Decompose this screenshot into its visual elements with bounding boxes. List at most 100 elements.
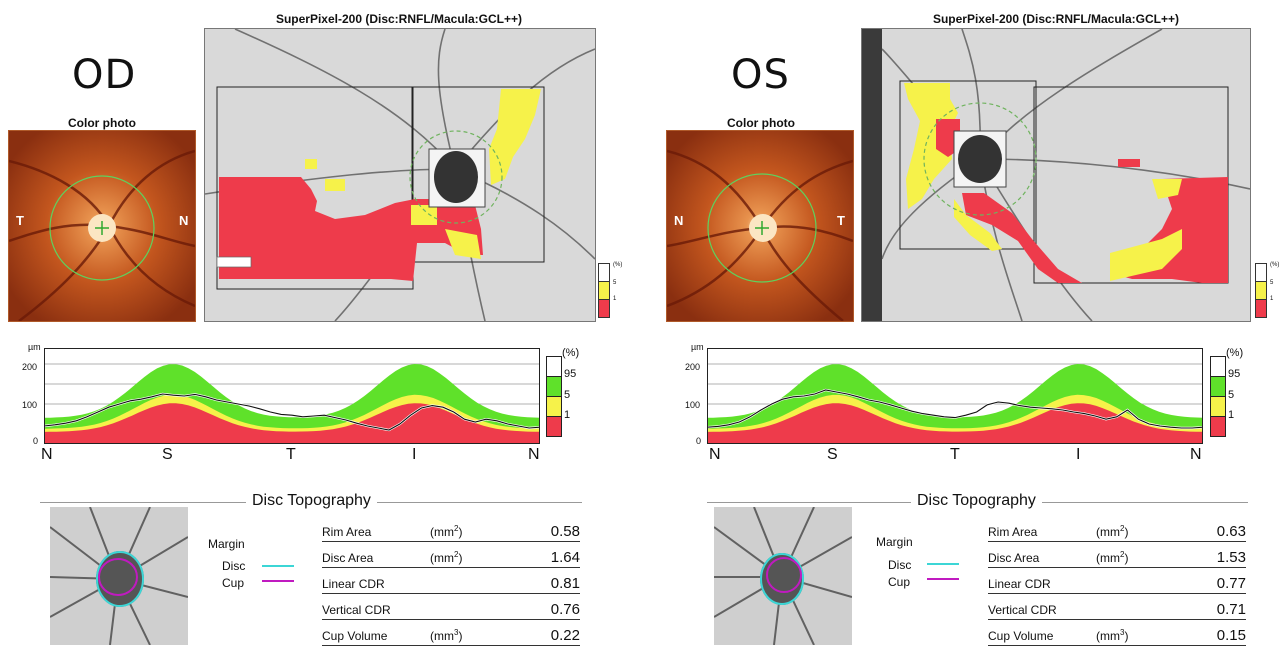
map-legend-label-1: 1 — [613, 296, 617, 302]
tsnit-legend-unit: (%) — [1226, 347, 1244, 359]
metric-value: 1.53 — [1216, 549, 1246, 566]
photo-right-letter: N — [179, 213, 189, 228]
metric-value: 0.22 — [550, 627, 580, 644]
metric-label: Cup Volume — [322, 629, 388, 643]
metric-row: Disc Area (mm2) 1.64 — [322, 542, 580, 568]
disc-topography-header: Disc Topography — [707, 492, 1248, 512]
tsnit-letter-s: S — [162, 446, 173, 463]
metric-value: 1.64 — [550, 549, 580, 566]
metric-label: Disc Area — [988, 551, 1040, 565]
metric-label: Linear CDR — [322, 577, 385, 591]
tsnit-legend — [546, 356, 562, 437]
metric-unit: (mm2) — [1096, 550, 1129, 565]
tsnit-legend-unit: (%) — [562, 347, 580, 359]
tsnit-legend-5: 5 — [1228, 389, 1235, 401]
disc-legend-label: Disc — [888, 558, 912, 572]
metric-row: Linear CDR 0.81 — [322, 568, 580, 594]
tsnit-legend — [1210, 356, 1226, 437]
metric-value: 0.76 — [550, 601, 580, 618]
metric-unit: (mm2) — [430, 524, 463, 539]
tsnit-measured-line — [44, 393, 540, 431]
margin-label: Margin — [876, 535, 913, 549]
metric-label: Disc Area — [322, 551, 374, 565]
disc-legend-line — [927, 563, 959, 565]
metric-label: Rim Area — [988, 525, 1038, 539]
metric-value: 0.15 — [1216, 627, 1246, 644]
metric-value: 0.63 — [1216, 523, 1246, 540]
tsnit-unit: µm — [691, 342, 704, 352]
tsnit-tick-0: 0 — [696, 436, 702, 446]
metric-value: 0.81 — [550, 575, 580, 592]
disc-legend-line — [262, 565, 294, 567]
disc-legend-label: Disc — [222, 559, 246, 573]
tsnit-letter-i: I — [412, 446, 417, 463]
tsnit-tick-100: 100 — [685, 400, 701, 410]
tsnit-legend-95: 95 — [1228, 368, 1241, 380]
tsnit-letter-n-end: N — [1190, 446, 1202, 463]
photo-left-letter: N — [674, 213, 684, 228]
metric-row: Disc Area (mm2) 1.53 — [988, 542, 1246, 568]
metric-value: 0.77 — [1216, 575, 1246, 592]
map-legend-label-5: 5 — [613, 280, 617, 286]
metric-unit: (mm3) — [430, 628, 463, 643]
tsnit-tick-0: 0 — [33, 436, 39, 446]
tsnit-chart — [707, 348, 1203, 444]
eye-label: OD — [72, 52, 137, 98]
tsnit-tick-200: 200 — [22, 362, 38, 372]
map-legend-label-1: 1 — [1270, 296, 1274, 302]
metric-row: Cup Volume (mm3) 0.15 — [988, 620, 1246, 646]
metric-unit: (mm2) — [1096, 524, 1129, 539]
tsnit-frame — [707, 348, 1203, 444]
cup-legend-line — [927, 578, 959, 580]
tsnit-legend-1: 1 — [1228, 409, 1235, 421]
metric-row: Rim Area (mm2) 0.58 — [322, 516, 580, 542]
tsnit-unit: µm — [28, 342, 41, 352]
tsnit-letter-n-end: N — [528, 446, 540, 463]
metric-value: 0.58 — [550, 523, 580, 540]
tsnit-letter-n: N — [709, 446, 721, 463]
disc-topography-image — [714, 507, 852, 645]
cup-legend-line — [262, 580, 294, 582]
superpixel-map-title: SuperPixel-200 (Disc:RNFL/Macula:GCL++) — [275, 12, 523, 26]
map-legend — [598, 263, 610, 318]
metric-row: Linear CDR 0.77 — [988, 568, 1246, 594]
disc-topography-title: Disc Topography — [911, 492, 1042, 510]
color-fundus-photo: N T — [666, 130, 854, 322]
metric-row: Rim Area (mm2) 0.63 — [988, 516, 1246, 542]
map-legend-unit: (%) — [1270, 262, 1280, 268]
metric-unit: (mm2) — [430, 550, 463, 565]
tsnit-legend-1: 1 — [564, 409, 571, 421]
tsnit-legend-5: 5 — [564, 389, 571, 401]
tsnit-letter-s: S — [827, 446, 838, 463]
metric-label: Rim Area — [322, 525, 372, 539]
metric-label: Cup Volume — [988, 629, 1054, 643]
eye-label: OS — [731, 52, 790, 98]
disc-topography-header: Disc Topography — [40, 492, 582, 512]
disc-metrics-table: Rim Area (mm2) 0.63 Disc Area (mm2) 1.53 Linea… — [988, 516, 1246, 646]
color-fundus-photo: T N — [8, 130, 196, 322]
tsnit-letter-t: T — [286, 446, 296, 463]
tsnit-measured-line — [707, 389, 1203, 429]
map-legend-label-5: 5 — [1270, 280, 1274, 286]
superpixel-map — [204, 28, 596, 322]
superpixel-map — [861, 28, 1251, 322]
color-photo-title: Color photo — [727, 116, 795, 130]
metric-label: Vertical CDR — [988, 603, 1057, 617]
margin-label: Margin — [208, 537, 245, 551]
metric-row: Cup Volume (mm3) 0.22 — [322, 620, 580, 646]
tsnit-tick-200: 200 — [685, 362, 701, 372]
photo-left-letter: T — [16, 213, 24, 228]
superpixel-map-title: SuperPixel-200 (Disc:RNFL/Macula:GCL++) — [932, 12, 1180, 26]
tsnit-letter-i: I — [1076, 446, 1081, 463]
disc-topography-image — [50, 507, 188, 645]
metric-label: Linear CDR — [988, 577, 1051, 591]
tsnit-letter-t: T — [950, 446, 960, 463]
disc-metrics-table: Rim Area (mm2) 0.58 Disc Area (mm2) 1.64 Linea… — [322, 516, 580, 646]
disc-topography-title: Disc Topography — [246, 492, 377, 510]
metric-value: 0.71 — [1216, 601, 1246, 618]
cup-legend-label: Cup — [888, 575, 911, 589]
eye-panel-os: OS Color photo N T SuperPixel-200 (Disc:… — [643, 0, 1286, 646]
metric-row: Vertical CDR 0.71 — [988, 594, 1246, 620]
tsnit-frame — [44, 348, 540, 444]
tsnit-chart — [44, 348, 540, 444]
